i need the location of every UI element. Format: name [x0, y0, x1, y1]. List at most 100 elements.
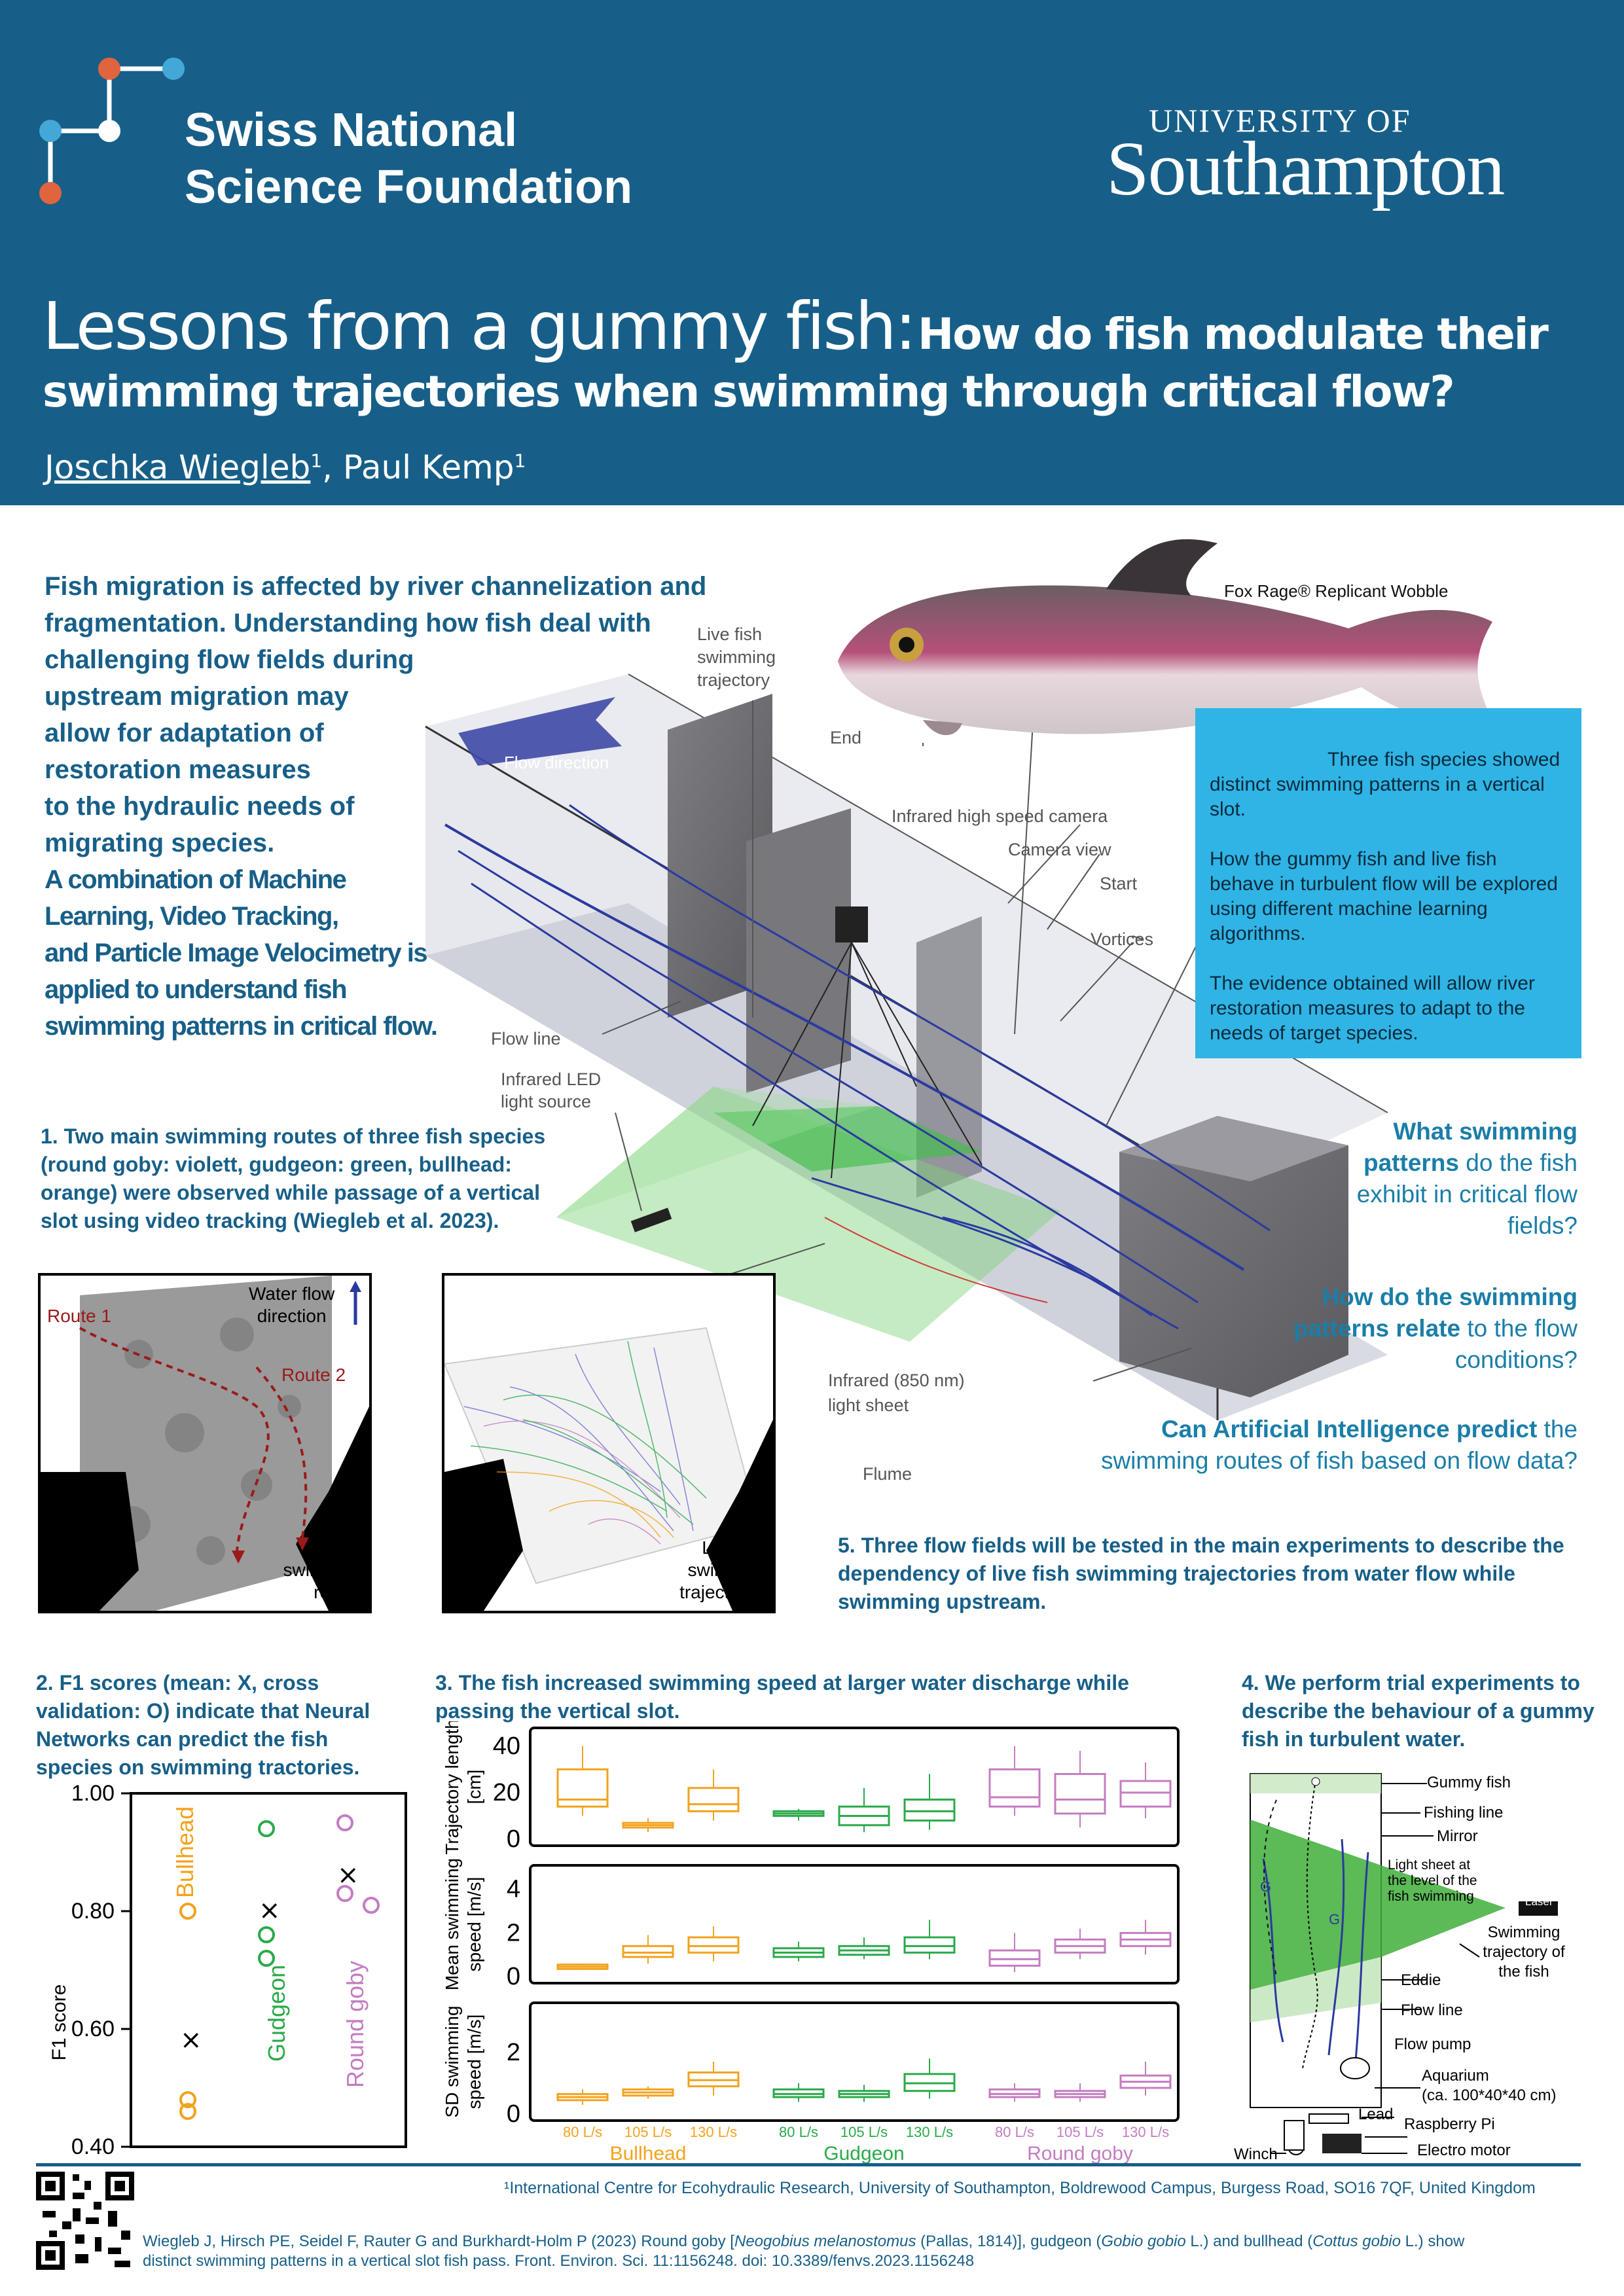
boxplot-xtick-label: 130 L/s: [906, 2124, 953, 2140]
f1-cv-point: [258, 1950, 275, 1967]
intro-text: Fish migration is affected by river chan…: [45, 572, 707, 1041]
boxplot-panel-frame: [529, 1864, 1180, 1984]
question-2: How do the swimming patterns relate to t…: [1293, 1283, 1578, 1373]
boxplot-ylabel: Trajectory length: [442, 1721, 462, 1855]
boxplot-xtick-label: 105 L/s: [1056, 2124, 1104, 2140]
boxplot-ytick-label: 2: [507, 1919, 520, 1946]
boxplot-xtick-label: 105 L/s: [840, 2124, 888, 2140]
boxplot-ylabel: Mean swimming: [442, 1858, 462, 1990]
f1-cv-point: [258, 1820, 275, 1837]
question-1: What swimming patterns do the fish exhib…: [1356, 1118, 1578, 1239]
poster-title-line2: swimming trajectories when swimming thro…: [43, 367, 1455, 417]
soton-line1: UNIVERSITY OF: [1149, 102, 1411, 139]
f1-ylabel: F1 score: [48, 1984, 70, 2061]
authors: Joschka Wiegleb1, Paul Kemp1: [45, 448, 526, 486]
boxplot-xtick-label: 130 L/s: [690, 2124, 737, 2140]
light-sheet-icon: [1250, 1820, 1506, 1990]
live-traj-label: Live fish swimming trajectories: [679, 1537, 769, 1602]
boxplot-panel-frame: [529, 2001, 1180, 2122]
svg-text:G: G: [1329, 1911, 1340, 1928]
f1-ytick-label: 0.40: [71, 2134, 115, 2159]
f1-series-label: Bullhead: [171, 1806, 198, 1898]
f1-cv-point: [336, 1814, 353, 1831]
setup-mirror: Mirror: [1437, 1827, 1478, 1845]
reference: Wiegleb J, Hirsch PE, Seidel F, Rauter G…: [143, 2233, 1465, 2270]
snsf-name-line2: Science Foundation: [185, 161, 633, 213]
boxplot-group-label: Bullhead: [610, 2143, 687, 2164]
f1-cv-point: [336, 1885, 353, 1902]
boxplot-ytick-label: 0: [507, 2100, 520, 2128]
box-iqr: [988, 1949, 1041, 1967]
section-4-text: 4. We perform trial experiments to descr…: [1242, 1671, 1595, 1751]
boxplot-xtick-label: 80 L/s: [995, 2124, 1034, 2140]
snsf-logo-icon: [39, 58, 185, 204]
flume-label: Flume: [863, 1464, 912, 1484]
boxplot-xtick-label: 80 L/s: [563, 2124, 602, 2140]
boxplot-ylabel: speed [m/s]: [464, 2015, 484, 2109]
gummy-fish-setup-diagram: G G: [1250, 1773, 1558, 2155]
flume-diagram: [425, 673, 1388, 1420]
box-iqr: [988, 1768, 1041, 1808]
question-3: Can Artificial Intelligence predict the …: [1100, 1416, 1578, 1474]
setup-flow-pump: Flow pump: [1394, 2036, 1471, 2053]
box-iqr: [1119, 1780, 1172, 1808]
f1-cv-point: [179, 2091, 196, 2108]
laser-icon: [1519, 1901, 1558, 1916]
setup-light-sheet: Light sheet at the level of the fish swi…: [1388, 1857, 1477, 1904]
boxplot-ytick-label: 40: [493, 1732, 520, 1760]
box-iqr: [1054, 1772, 1106, 1815]
camera-icon: [835, 906, 868, 942]
soton-line2: Southampton: [1106, 126, 1505, 211]
snsf-name-line1: Swiss National: [185, 104, 518, 156]
flow-direction-arrow: [458, 697, 622, 766]
box-iqr: [556, 1768, 609, 1808]
qr-code-icon[interactable]: [36, 2172, 134, 2270]
setup-laser: Laser: [1525, 1895, 1553, 1908]
header-banner: Swiss National Science Foundation UNIVER…: [0, 0, 1624, 505]
poster-title-line1: Lessons from a gummy fish: How do fish m…: [43, 288, 1549, 365]
f1-ytick-label: 0.60: [71, 2017, 115, 2041]
routes-panel: [38, 1273, 372, 1613]
led-light-icon: [630, 1208, 672, 1232]
camera-view-label: Camera view: [1008, 840, 1111, 859]
route2-label: Route 2: [281, 1365, 346, 1385]
setup-winch: Winch: [1234, 2145, 1278, 2163]
f1-cv-point: [179, 2103, 196, 2120]
setup-aquarium: Aquarium: [1422, 2067, 1489, 2085]
route1-label: Route 1: [47, 1306, 112, 1326]
f1-score-chart: F1 score 1.00 0.80 0.60 0.40 × Bullhead × Gudg…: [48, 1781, 407, 2159]
section-2-text: 2. F1 scores (mean: X, cross validation:…: [36, 1671, 370, 1779]
setup-gummy-fish: Gummy fish: [1427, 1774, 1511, 1791]
svg-text:G: G: [1260, 1878, 1271, 1895]
boxplot-ytick-label: 2: [507, 2039, 520, 2066]
fish-label: Fox Rage® Replicant Wobble: [1224, 581, 1449, 601]
camera-label: Infrared high speed camera: [892, 806, 1108, 826]
main-routes-label: Main swimming routes: [283, 1537, 365, 1602]
f1-series-label: Gudgeon: [263, 1965, 290, 2062]
section-1-text: 1. Two main swimming routes of three fis…: [41, 1124, 546, 1232]
raspberry-pi-icon: [1322, 2134, 1362, 2153]
boxplot-ytick-label: 0: [507, 1825, 520, 1853]
setup-aquarium-size: (ca. 100*40*40 cm): [1422, 2087, 1557, 2104]
box-iqr: [687, 1936, 740, 1954]
info-box: Three fish species showed distinct swimm…: [1195, 708, 1581, 1058]
box-iqr: [903, 1936, 956, 1954]
setup-flow-line: Flow line: [1401, 2001, 1463, 2019]
light-sheet: [556, 1086, 1060, 1342]
start-label: Start: [1100, 874, 1138, 893]
f1-ytick-label: 1.00: [71, 1781, 115, 1806]
flow-pump-icon: [1340, 2057, 1370, 2079]
boxplot-xtick-label: 105 L/s: [624, 2124, 672, 2140]
flow-direction-label: Flow direction: [504, 753, 609, 772]
boxplot-group-label: Round goby: [1027, 2143, 1133, 2164]
f1-mean-mark: ×: [180, 2025, 202, 2055]
setup-fishing-line: Fishing line: [1424, 1804, 1504, 1821]
boxplot-ytick-label: 0: [507, 1963, 520, 1990]
section-3-text: 3. The fish increased swimming speed at …: [435, 1671, 1129, 1723]
f1-ytick-label: 0.80: [71, 1899, 115, 1924]
f1-series-label: Round goby: [342, 1961, 369, 2088]
box-iqr: [687, 1787, 740, 1812]
setup-lead: Lead: [1358, 2106, 1394, 2123]
box-iqr: [622, 1945, 674, 1958]
flow-line-label: Flow line: [491, 1029, 561, 1049]
